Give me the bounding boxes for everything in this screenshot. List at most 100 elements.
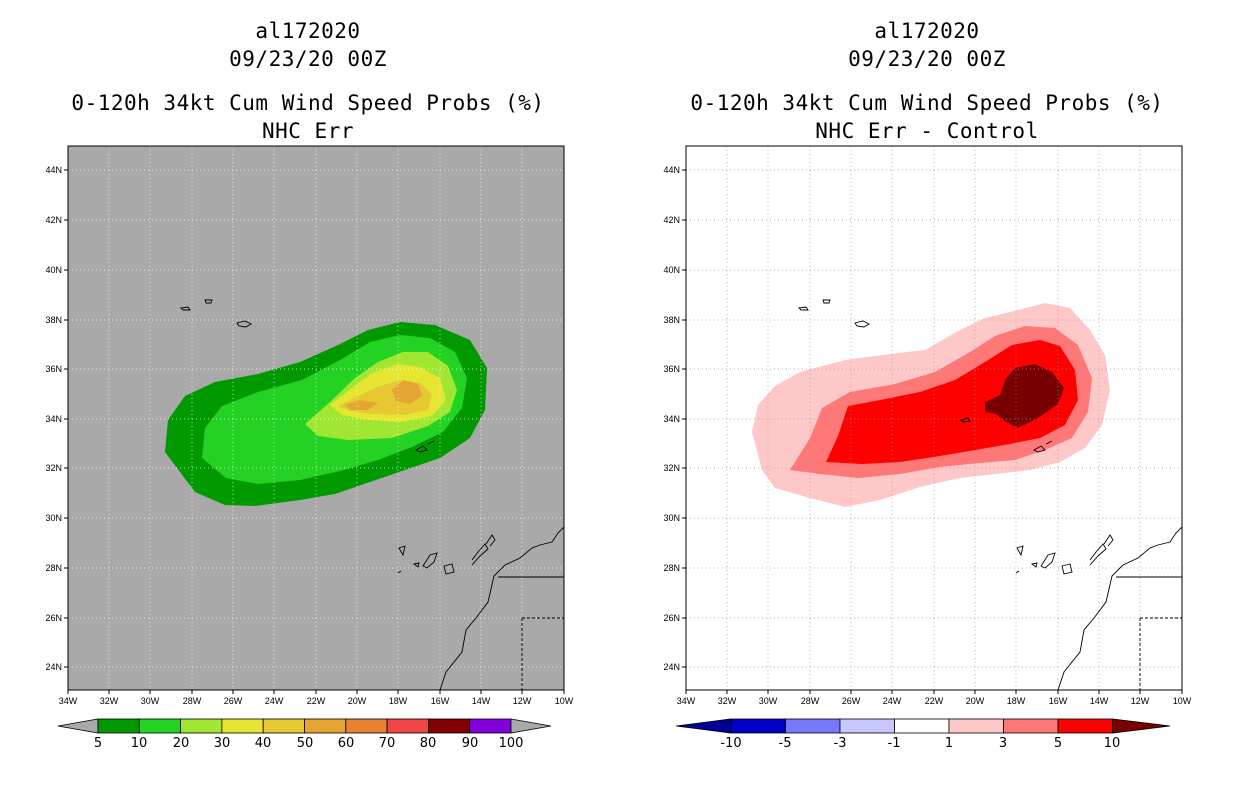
- right-cb-label: -10: [720, 736, 742, 751]
- left-cb-swatch-3: [221, 718, 264, 734]
- left-lon-label: 26W: [223, 696, 243, 706]
- left-cb-label: 90: [461, 736, 479, 751]
- right-lat-label: 32N: [663, 463, 680, 473]
- right-cb-swatch-1: [785, 718, 841, 734]
- right-lon-label: 16W: [1048, 696, 1068, 706]
- left-colorbar-low-arrow: [57, 718, 99, 734]
- left-cb-label: 10: [130, 736, 148, 751]
- left-lat-label: 42N: [45, 215, 62, 225]
- right-lon-label: 10W: [1172, 696, 1192, 706]
- right-title-product: 0-120h 34kt Cum Wind Speed Probs (%): [690, 91, 1164, 115]
- right-lat-label: 30N: [663, 513, 680, 523]
- right-colorbar-high-arrow: [1112, 718, 1171, 734]
- left-lon-label: 18W: [388, 696, 408, 706]
- right-cb-swatch-5: [1003, 718, 1059, 734]
- right-lat-label: 38N: [663, 315, 680, 325]
- left-lon-label: 20W: [347, 696, 367, 706]
- left-cb-label: 70: [378, 736, 396, 751]
- left-lat-label: 36N: [45, 364, 62, 374]
- right-cb-swatch-6: [1057, 718, 1113, 734]
- prob-contour-50-b: [345, 400, 378, 410]
- left-title-date: 09/23/20 00Z: [229, 47, 387, 71]
- left-cb-swatch-0: [97, 718, 140, 734]
- right-lon-label: 24W: [882, 696, 902, 706]
- left-lat-label: 30N: [45, 513, 62, 523]
- left-lon-label: 12W: [512, 696, 532, 706]
- right-lat-label: 40N: [663, 265, 680, 275]
- left-cb-label: 40: [254, 736, 272, 751]
- left-title-storm-id: al172020: [255, 19, 361, 43]
- right-lat-label: 28N: [663, 563, 680, 573]
- right-lon-label: 12W: [1130, 696, 1150, 706]
- right-cb-label: 5: [1053, 736, 1063, 751]
- right-lat-label: 44N: [663, 165, 680, 175]
- right-cb-swatch-3: [894, 718, 950, 734]
- left-cb-swatch-5: [304, 718, 347, 734]
- right-lat-label: 36N: [663, 364, 680, 374]
- prob-contour-50: [392, 380, 422, 404]
- left-colorbar-high-arrow: [510, 718, 552, 734]
- left-cb-swatch-9: [469, 718, 512, 734]
- left-lon-label: 24W: [264, 696, 284, 706]
- left-lon-label: 30W: [140, 696, 160, 706]
- right-lon-label: 32W: [717, 696, 737, 706]
- right-lon-label: 14W: [1089, 696, 1109, 706]
- left-lon-label: 16W: [430, 696, 450, 706]
- right-lon-label: 30W: [758, 696, 778, 706]
- left-lat-label: 40N: [45, 265, 62, 275]
- left-cb-swatch-7: [386, 718, 429, 734]
- left-cb-swatch-4: [262, 718, 305, 734]
- right-cb-label: -1: [887, 736, 901, 751]
- left-title-subtitle: NHC Err: [261, 119, 354, 143]
- left-lat-label: 24N: [45, 662, 62, 672]
- right-lat-label: 24N: [663, 662, 680, 672]
- right-cb-label: -3: [833, 736, 847, 751]
- left-lon-label: 34W: [58, 696, 78, 706]
- right-coastlines: [798, 299, 1182, 690]
- diff-contour-10: [985, 364, 1064, 428]
- right-lon-label: 26W: [841, 696, 861, 706]
- right-cb-swatch-4: [948, 718, 1004, 734]
- right-lon-label: 20W: [965, 696, 985, 706]
- left-cb-label: 20: [172, 736, 190, 751]
- left-grid: [68, 146, 564, 690]
- right-lon-label: 28W: [800, 696, 820, 706]
- right-title-subtitle: NHC Err - Control: [815, 119, 1039, 143]
- right-colorbar-low-arrow: [675, 718, 732, 734]
- left-lat-label: 32N: [45, 463, 62, 473]
- left-title-product: 0-120h 34kt Cum Wind Speed Probs (%): [71, 91, 545, 115]
- right-cb-label: 1: [944, 736, 954, 751]
- left-cb-label: 50: [296, 736, 314, 751]
- left-cb-swatch-8: [427, 718, 471, 734]
- right-lon-label: 34W: [676, 696, 696, 706]
- left-cb-label: 80: [419, 736, 437, 751]
- right-cb-label: 3: [998, 736, 1008, 751]
- right-cb-swatch-0: [730, 718, 786, 734]
- right-colorbar: [675, 718, 1171, 734]
- left-cb-label: 100: [498, 736, 524, 751]
- left-cb-swatch-6: [345, 718, 388, 734]
- left-lat-label: 34N: [45, 414, 62, 424]
- right-title-storm-id: al172020: [874, 19, 980, 43]
- left-coastlines: [180, 299, 564, 690]
- left-cb-swatch-2: [180, 718, 223, 734]
- right-lon-label: 22W: [924, 696, 944, 706]
- left-lon-label: 28W: [182, 696, 202, 706]
- left-cb-label: 5: [93, 736, 103, 751]
- right-grid: [686, 146, 1182, 690]
- right-lat-label: 34N: [663, 414, 680, 424]
- left-lat-label: 28N: [45, 563, 62, 573]
- right-lon-label: 18W: [1006, 696, 1026, 706]
- left-cb-label: 60: [337, 736, 355, 751]
- left-lat-label: 44N: [45, 165, 62, 175]
- left-cb-label: 30: [213, 736, 231, 751]
- left-lat-label: 38N: [45, 315, 62, 325]
- right-cb-label: -5: [778, 736, 792, 751]
- left-lon-label: 10W: [554, 696, 574, 706]
- left-lon-label: 14W: [471, 696, 491, 706]
- right-cb-label: 10: [1103, 736, 1121, 751]
- left-lat-label: 26N: [45, 613, 62, 623]
- right-lat-label: 42N: [663, 215, 680, 225]
- right-cb-swatch-2: [839, 718, 895, 734]
